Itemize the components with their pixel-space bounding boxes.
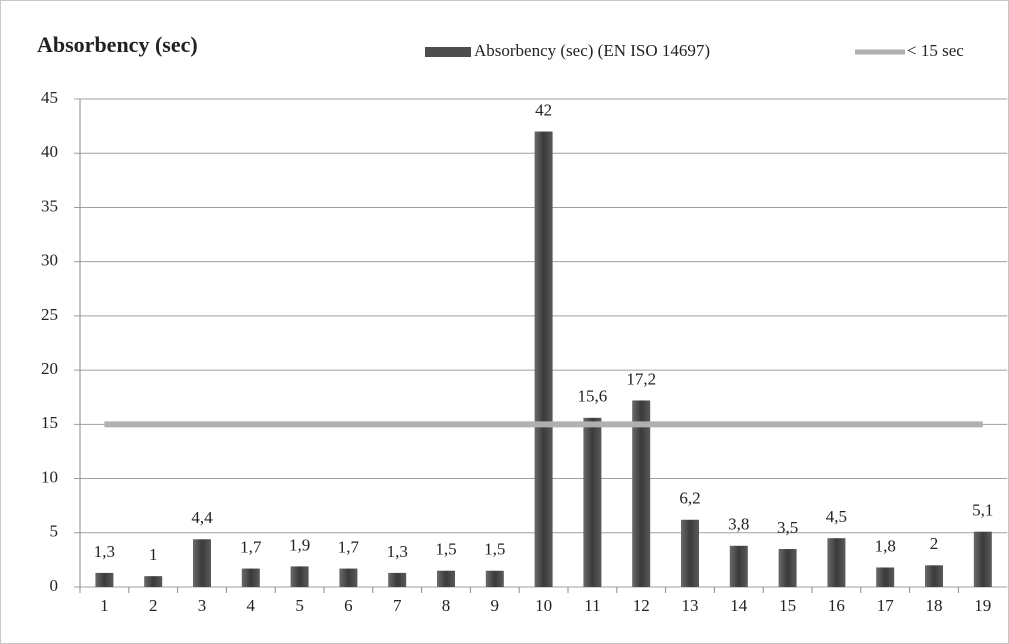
x-tick-label: 13 xyxy=(682,596,699,615)
data-label: 2 xyxy=(930,534,939,553)
chart-title: Absorbency (sec) xyxy=(37,32,198,57)
x-tick-label: 3 xyxy=(198,596,207,615)
data-label: 6,2 xyxy=(679,489,700,508)
x-tick-label: 12 xyxy=(633,596,650,615)
data-label: 1,7 xyxy=(338,537,360,556)
data-label: 4,5 xyxy=(826,507,847,526)
y-tick-label: 25 xyxy=(41,305,58,324)
x-tick-label: 16 xyxy=(828,596,845,615)
data-label: 17,2 xyxy=(626,369,656,388)
y-tick-label: 5 xyxy=(50,522,59,541)
bar xyxy=(729,545,748,587)
data-label: 3,5 xyxy=(777,518,798,537)
data-label: 3,8 xyxy=(728,515,749,534)
x-tick-label: 1 xyxy=(100,596,109,615)
data-label: 1,5 xyxy=(484,540,505,559)
bar xyxy=(973,531,992,587)
bar xyxy=(632,400,651,587)
bar xyxy=(925,565,943,587)
data-label: 42 xyxy=(535,100,552,119)
data-label: 4,4 xyxy=(191,508,213,527)
bar xyxy=(95,572,114,587)
data-label: 1 xyxy=(149,545,158,564)
bar xyxy=(485,570,504,587)
y-tick-label: 30 xyxy=(41,251,58,270)
data-label: 15,6 xyxy=(578,387,608,406)
y-tick-label: 20 xyxy=(41,359,58,378)
data-label: 5,1 xyxy=(972,501,993,520)
x-tick-label: 10 xyxy=(535,596,552,615)
bar xyxy=(534,131,553,588)
data-label: 1,3 xyxy=(94,542,115,561)
bar xyxy=(144,576,163,587)
bar xyxy=(876,567,895,587)
bar xyxy=(583,417,602,587)
x-tick-label: 15 xyxy=(779,596,796,615)
x-tick-label: 11 xyxy=(584,596,600,615)
bar xyxy=(681,519,699,587)
x-tick-label: 7 xyxy=(393,596,402,615)
data-label: 1,8 xyxy=(875,536,896,555)
y-tick-label: 35 xyxy=(41,196,58,215)
y-tick-label: 45 xyxy=(41,88,58,107)
x-tick-label: 2 xyxy=(149,596,158,615)
legend-swatch xyxy=(425,47,471,57)
y-tick-label: 0 xyxy=(50,576,59,595)
x-tick-label: 19 xyxy=(974,596,991,615)
bar xyxy=(827,538,846,587)
x-tick-label: 14 xyxy=(730,596,748,615)
x-tick-label: 17 xyxy=(877,596,895,615)
x-tick-label: 9 xyxy=(491,596,500,615)
data-label: 1,5 xyxy=(435,540,456,559)
data-label: 1,3 xyxy=(387,542,408,561)
y-tick-label: 40 xyxy=(41,142,58,161)
bar xyxy=(778,549,797,587)
bar xyxy=(437,570,455,587)
bar xyxy=(193,539,211,587)
y-tick-label: 10 xyxy=(41,467,58,486)
bar xyxy=(290,566,309,587)
bar xyxy=(241,568,260,587)
x-tick-label: 5 xyxy=(295,596,304,615)
bar xyxy=(388,572,407,587)
x-tick-label: 4 xyxy=(247,596,256,615)
legend-label: Absorbency (sec) (EN ISO 14697) xyxy=(474,41,710,60)
legend-label: < 15 sec xyxy=(907,41,964,60)
bar xyxy=(339,568,358,587)
x-tick-label: 18 xyxy=(926,596,943,615)
data-label: 1,9 xyxy=(289,535,310,554)
y-tick-label: 15 xyxy=(41,413,58,432)
x-tick-label: 8 xyxy=(442,596,451,615)
x-tick-label: 6 xyxy=(344,596,353,615)
data-label: 1,7 xyxy=(240,537,262,556)
